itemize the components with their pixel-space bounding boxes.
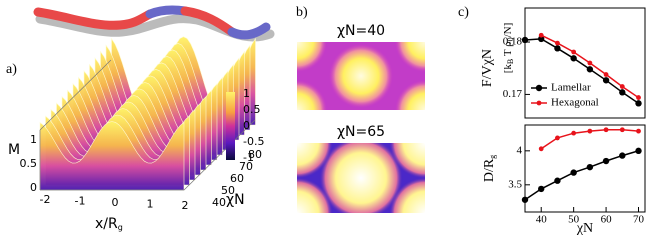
y-axis-units-part: [k [502,64,514,74]
tick-label: -1 [75,195,86,208]
tick-label: 2 [182,199,189,212]
axis-label-part: g [118,223,123,232]
data-point [603,72,609,77]
tick-label: 80 [248,148,262,161]
colorbar-tick-label: 0 [243,119,250,132]
y-axis-label: F/VχN [480,49,495,87]
x-tick-label: 50 [568,214,580,226]
legend-marker [536,100,542,106]
data-point [538,185,545,193]
tick-label: 0 [112,196,119,209]
heatmap [297,143,425,213]
y-axis-label-part: g [488,155,497,159]
legend-label: Lamellar [551,82,591,94]
heatmap-title: χN=65 [337,124,385,140]
tick-label: -2 [40,193,51,206]
legend-label: Hexagonal [551,97,599,109]
data-point [636,128,641,134]
data-point [571,49,577,55]
data-point [586,163,594,171]
data-point [538,146,544,152]
y-axis-label-part: D/R [482,158,497,182]
surface-strip [39,121,185,191]
tick-label: 0.5 [20,157,38,170]
heatmap-title: χN=40 [337,23,385,39]
data-point [602,157,610,165]
data-point [603,127,609,133]
axis-label: M [8,142,20,158]
panel-label: c) [458,5,469,20]
colorbar-tick-label: 1 [243,87,250,100]
axis-label: χN [226,192,245,208]
tick-label: 60 [230,172,244,185]
x-axis-label: χN [576,221,593,236]
panel-label: b) [296,5,308,20]
data-point [636,95,641,100]
colorbar [226,92,235,160]
axis-label: x/Rg [95,216,123,232]
panel-label: a) [6,62,17,77]
tick-label: 70 [239,160,253,173]
polymer-chain [33,5,275,42]
data-point [554,45,561,52]
data-point [602,77,610,84]
data-point [571,130,577,136]
y-tick-label: 4 [517,144,523,156]
data-point [587,128,593,134]
y-axis-units-part: 0 [506,37,515,41]
y-tick-label: 3.5 [508,178,522,190]
tick-label: 1 [30,133,37,146]
plot-frame [524,124,646,213]
data-point [586,66,594,73]
y-tick-label: 0.17 [503,88,523,100]
data-point [538,35,545,43]
axis-label-part: x/R [95,216,118,232]
tick-label: 50 [221,184,235,197]
data-point [635,147,642,155]
data-point [570,169,577,176]
data-point [619,127,625,133]
y-axis-label: D/Rg [482,155,497,182]
y-axis-units-part: T ρ [502,41,514,59]
colorbar-tick-label: 0.5 [243,103,261,116]
data-point [587,60,593,66]
y-axis-units-part: /N] [502,23,514,38]
data-point [538,32,544,38]
tick-label: 1 [147,198,154,211]
data-point [554,177,561,184]
data-point [619,89,626,96]
y-axis-units: [kB T ρ0/N] [502,23,515,74]
data-point [619,84,625,89]
data-point [619,152,626,159]
data-point [555,40,560,46]
y-tick-label: 0.18 [503,36,523,48]
x-tick-label: 60 [601,214,613,226]
data-point [635,100,642,107]
data-point [570,55,577,62]
data-point [521,36,529,44]
colorbar-tick-label: -1 [243,151,254,164]
x-tick-label: 40 [536,214,548,226]
surface-plot [39,36,256,191]
tick-label: 0 [30,181,37,194]
data-point [555,135,560,141]
colorbar-tick-label: -0.5 [243,135,264,148]
y-axis-units-part: B [506,59,515,64]
data-point [521,196,529,203]
heatmap [297,42,425,110]
x-tick-label: 70 [633,214,645,226]
legend-marker [535,84,543,92]
plot-frame [524,7,646,119]
tick-label: 40 [212,196,226,209]
